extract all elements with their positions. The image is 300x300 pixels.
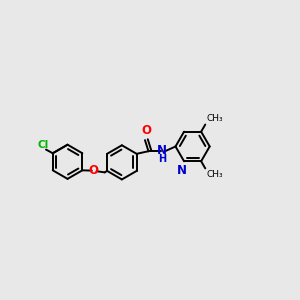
Text: N: N: [177, 164, 187, 177]
Text: N: N: [157, 144, 167, 158]
Text: O: O: [88, 164, 98, 177]
Text: CH₃: CH₃: [207, 114, 224, 123]
Text: O: O: [141, 124, 152, 137]
Text: CH₃: CH₃: [207, 169, 224, 178]
Text: Cl: Cl: [37, 140, 48, 150]
Text: H: H: [158, 154, 166, 164]
